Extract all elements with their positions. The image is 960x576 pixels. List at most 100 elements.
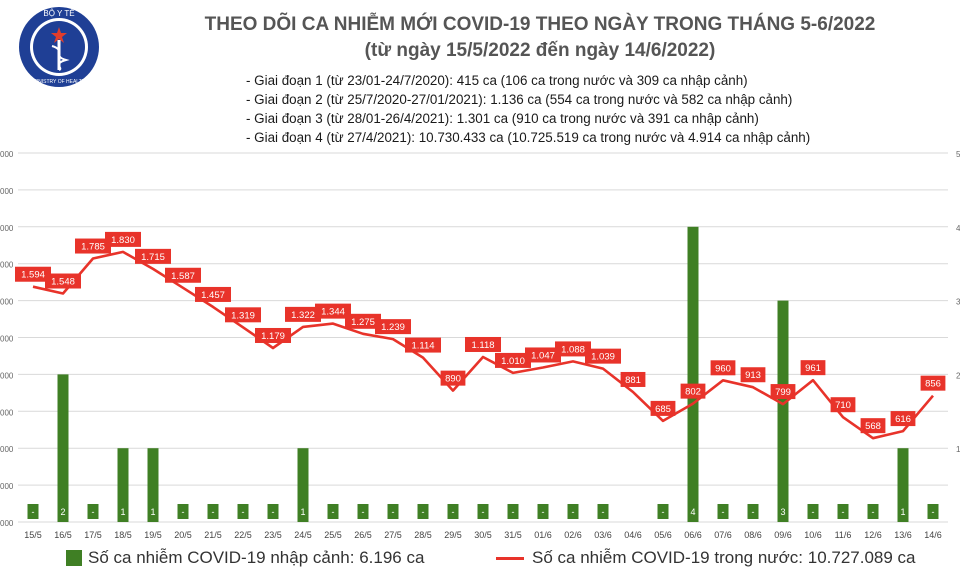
line-value-box	[285, 306, 321, 322]
bar-data-label: 1	[300, 507, 305, 517]
bar-value-box	[477, 504, 489, 519]
bar-imported-cases	[897, 448, 909, 522]
line-data-label: 1.322	[291, 310, 315, 321]
x-axis-tick: 02/6	[564, 530, 582, 540]
bar-value-box	[387, 504, 399, 519]
line-value-box	[710, 360, 736, 376]
x-axis-tick: 17/5	[84, 530, 102, 540]
y-axis-left-tick: 000	[0, 261, 14, 270]
bar-data-label: -	[242, 507, 245, 517]
line-data-label: 1.587	[171, 271, 195, 282]
y-axis-left-tick: 000	[0, 408, 14, 417]
line-value-box	[375, 319, 411, 335]
y-axis-left-tick: 000	[0, 335, 14, 344]
bar-value-box	[537, 504, 549, 519]
line-value-box	[585, 348, 621, 364]
bar-data-label: -	[602, 507, 605, 517]
x-axis-tick: 13/6	[894, 530, 912, 540]
phase-summary-list: - Giai đoạn 1 (từ 23/01-24/7/2020): 415 …	[246, 71, 810, 147]
phase-item: - Giai đoạn 1 (từ 23/01-24/7/2020): 415 …	[246, 73, 748, 88]
bar-data-label: -	[512, 507, 515, 517]
line-data-label: 881	[625, 375, 641, 386]
line-value-box	[440, 370, 466, 386]
bar-data-label: -	[362, 507, 365, 517]
line-data-label: 1.179	[261, 331, 285, 342]
legend-label-domestic: Số ca nhiễm COVID-19 trong nước: 10.727.…	[532, 548, 916, 567]
bar-value-box	[837, 504, 849, 519]
phase-item: - Giai đoạn 2 (từ 25/7/2020-27/01/2021):…	[246, 92, 793, 107]
line-data-label: 799	[775, 387, 791, 398]
y-axis-left-tick: 000	[0, 519, 14, 528]
bar-data-label: -	[662, 507, 665, 517]
x-axis-tick: 26/5	[354, 530, 372, 540]
bar-value-box	[177, 504, 189, 519]
x-axis-tick: 01/6	[534, 530, 552, 540]
y-axis-right-tick: 5	[956, 150, 960, 159]
legend-item-domestic: Số ca nhiễm COVID-19 trong nước: 10.727.…	[496, 548, 916, 568]
x-axis-tick: 23/5	[264, 530, 282, 540]
bar-value-box	[747, 504, 759, 519]
x-axis-tick: 27/5	[384, 530, 402, 540]
bar-data-label: -	[842, 507, 845, 517]
x-axis-tick: 16/5	[54, 530, 72, 540]
bar-value-box	[507, 504, 519, 519]
bar-data-label: -	[32, 507, 35, 517]
bar-value-box	[237, 504, 249, 519]
phase-item: - Giai đoạn 4 (từ 27/4/2021): 10.730.433…	[246, 130, 811, 145]
bar-data-label: 3	[780, 507, 785, 517]
bar-value-box	[447, 504, 459, 519]
line-data-label: 1.457	[201, 290, 225, 301]
x-axis-tick: 06/6	[684, 530, 702, 540]
line-data-label: 1.118	[471, 340, 494, 351]
bar-data-label: -	[92, 507, 95, 517]
x-axis-tick: 29/5	[444, 530, 462, 540]
line-value-box	[15, 266, 51, 282]
bar-value-box	[927, 504, 939, 519]
y-axis-left-tick: 000	[0, 482, 14, 491]
x-axis-tick: 05/6	[654, 530, 672, 540]
bar-data-label: -	[422, 507, 425, 517]
line-value-box	[465, 336, 501, 352]
line-value-box	[315, 303, 351, 319]
line-data-label: 616	[895, 414, 911, 425]
x-axis-tick: 18/5	[114, 530, 132, 540]
bar-value-box	[867, 504, 879, 519]
logo-sublabel: MINISTRY OF HEALTH	[33, 79, 86, 85]
x-axis-tick: 03/6	[594, 530, 612, 540]
bar-data-label: -	[812, 507, 815, 517]
y-axis-left-tick: 000	[0, 150, 14, 159]
line-data-label: 1.010	[501, 356, 525, 367]
bar-data-label: -	[332, 507, 335, 517]
bar-data-label: -	[872, 507, 875, 517]
y-axis-left-tick: 000	[0, 298, 14, 307]
x-axis-tick: 14/6	[924, 530, 942, 540]
bar-value-box	[57, 504, 69, 519]
bar-value-box	[297, 504, 309, 519]
line-data-label: 1.047	[531, 350, 555, 361]
y-axis-left-tick: 000	[0, 371, 14, 380]
bar-data-label: 1	[120, 507, 125, 517]
line-value-box	[525, 347, 561, 363]
bar-data-label: -	[482, 507, 485, 517]
y-axis-right-tick: 4	[956, 224, 960, 233]
line-data-label: 961	[805, 363, 821, 374]
x-axis-tick: 11/6	[835, 530, 852, 540]
legend-line-swatch	[496, 556, 524, 560]
line-data-label: 685	[655, 404, 671, 415]
bar-data-label: -	[542, 507, 545, 517]
covid-cases-chart: 000 5 000 000 4 000 000 3 000 000 2 000 000 1 000 000 - 2…	[0, 150, 960, 540]
line-value-box	[740, 367, 766, 383]
bar-value-box	[357, 504, 369, 519]
line-value-box	[45, 273, 81, 289]
bar-imported-cases	[147, 448, 159, 522]
line-data-label: 710	[835, 400, 851, 411]
y-axis-left-tick: 000	[0, 445, 14, 454]
line-value-box	[135, 248, 171, 264]
bar-data-label: -	[932, 507, 935, 517]
line-data-label: 913	[745, 370, 761, 381]
line-value-box	[800, 360, 826, 376]
line-data-label: 1.715	[141, 252, 165, 263]
x-axis-tick: 20/5	[174, 530, 192, 540]
bar-value-box	[87, 504, 99, 519]
line-data-label: 1.344	[321, 307, 345, 318]
